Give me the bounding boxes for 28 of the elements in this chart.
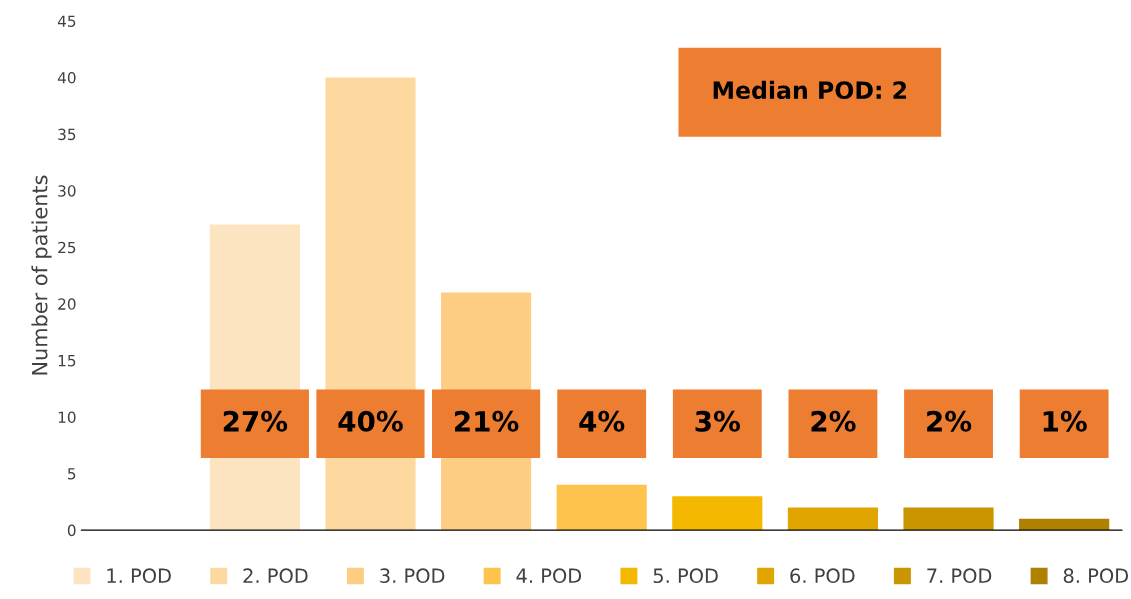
- legend-label: 6. POD: [790, 568, 855, 584]
- annotation: Median POD: 2: [713, 80, 907, 100]
- y-tick-label: 45: [57, 15, 76, 27]
- y-tick-label: 5: [68, 468, 76, 480]
- y-tick-label: 10: [58, 411, 76, 423]
- y-tick-label: 35: [58, 128, 76, 141]
- legend-label: 7. POD: [927, 568, 992, 584]
- data-label: 1%: [1043, 410, 1087, 432]
- legend-label: 5. POD: [653, 568, 718, 584]
- y-axis-title: Number of patients: [31, 175, 52, 375]
- legend-label: 4. POD: [516, 568, 582, 584]
- y-tick-label: 25: [58, 241, 76, 254]
- y-tick-label: 30: [58, 185, 76, 197]
- data-label: 21%: [455, 410, 519, 432]
- y-tick-label: 0: [67, 524, 76, 537]
- data-label: 4%: [579, 410, 625, 432]
- data-label: 2%: [927, 410, 972, 432]
- y-tick-label: 40: [57, 72, 76, 84]
- data-label: 3%: [695, 410, 740, 432]
- data-label: 2%: [811, 410, 856, 432]
- legend-label: 1. POD: [107, 568, 171, 584]
- data-label: 27%: [223, 410, 288, 432]
- legend-label: 3. POD: [380, 568, 445, 584]
- y-tick-label: 20: [58, 298, 76, 310]
- legend-label: 8. POD: [1063, 568, 1129, 584]
- legend-label: 2. POD: [243, 568, 308, 584]
- y-tick-label: 15: [58, 355, 76, 367]
- data-label: 40%: [338, 410, 403, 432]
